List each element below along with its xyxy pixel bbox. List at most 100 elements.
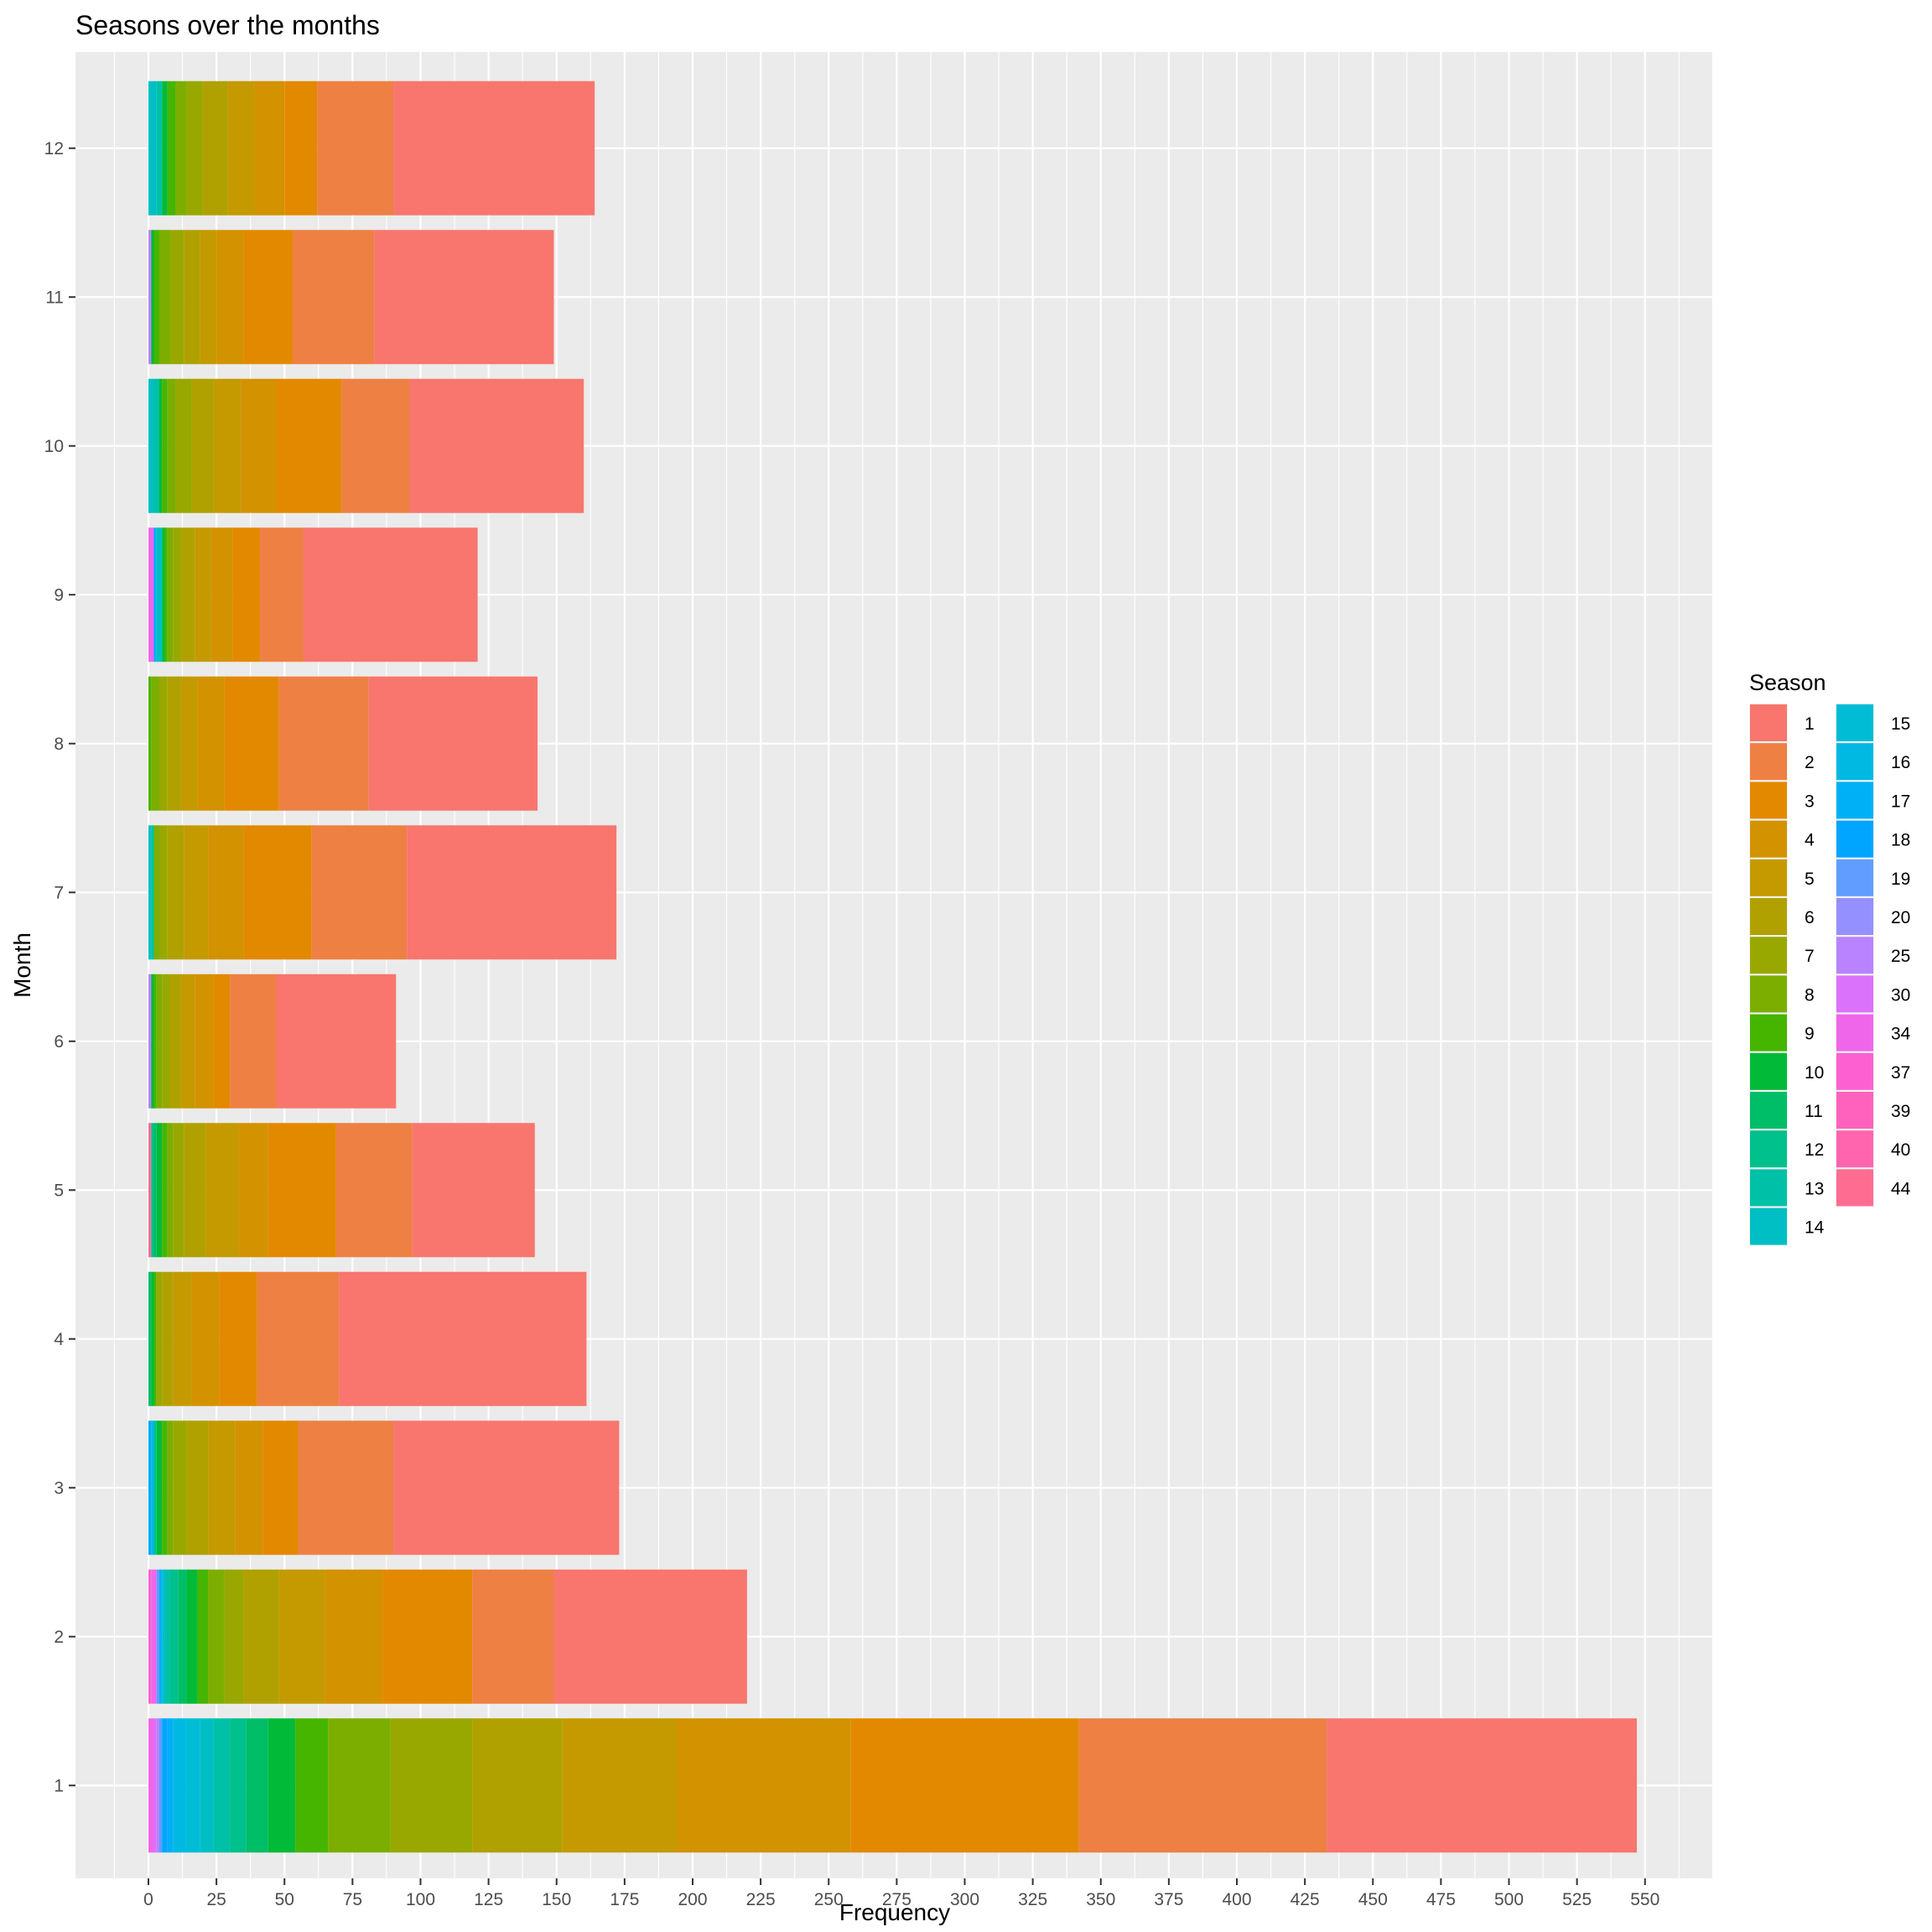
bar-segment-month-9-season-3 bbox=[232, 527, 261, 662]
bar-segment-month-12-season-7 bbox=[186, 80, 203, 216]
legend-key-swatch-12 bbox=[1750, 1130, 1787, 1168]
x-tick-label: 325 bbox=[1018, 1890, 1047, 1909]
bar-segment-month-12-season-8 bbox=[175, 80, 187, 216]
bar-segment-month-12-season-10 bbox=[162, 80, 168, 216]
bar-segment-month-7-season-1 bbox=[407, 825, 617, 960]
bar-segment-month-3-season-10 bbox=[156, 1420, 163, 1555]
bar-segment-month-1-season-2 bbox=[1078, 1718, 1327, 1853]
y-tick-label: 3 bbox=[54, 1478, 64, 1498]
bar-segment-month-10-season-5 bbox=[213, 378, 242, 513]
y-tick-label: 11 bbox=[45, 288, 64, 307]
y-tick-label: 2 bbox=[54, 1628, 64, 1647]
bar-segment-month-1-season-9 bbox=[295, 1718, 329, 1853]
x-tick-label: 275 bbox=[882, 1890, 911, 1909]
bar-segment-month-2-season-8 bbox=[208, 1569, 225, 1704]
bar-segment-month-1-season-7 bbox=[390, 1718, 473, 1853]
legend-key-swatch-10 bbox=[1750, 1052, 1787, 1090]
bar-segment-month-5-season-3 bbox=[267, 1123, 336, 1258]
bar-segment-month-7-season-2 bbox=[311, 825, 408, 960]
legend-key-swatch-3 bbox=[1750, 782, 1787, 819]
legend-key-swatch-20 bbox=[1836, 898, 1873, 935]
bar-segment-month-7-season-4 bbox=[208, 825, 244, 960]
x-tick-label: 225 bbox=[746, 1890, 776, 1909]
bar-segment-month-3-season-3 bbox=[262, 1420, 299, 1555]
legend-label-37: 37 bbox=[1891, 1063, 1910, 1083]
bar-segment-month-9-season-14 bbox=[156, 527, 163, 662]
bar-segment-month-2-season-34 bbox=[151, 1569, 157, 1704]
bar-segment-month-5-season-9 bbox=[162, 1123, 168, 1258]
bar-segment-month-11-season-9 bbox=[153, 230, 159, 365]
bar-segment-month-1-season-13 bbox=[213, 1718, 231, 1853]
x-axis-title: Frequency bbox=[839, 1899, 950, 1925]
bar-segment-month-10-season-4 bbox=[241, 378, 277, 513]
x-tick-label: 125 bbox=[474, 1890, 503, 1909]
y-tick-label: 9 bbox=[54, 585, 64, 605]
bar-segment-month-10-season-10 bbox=[158, 378, 163, 513]
bar-segment-month-8-season-4 bbox=[197, 676, 225, 811]
legend-key-swatch-44 bbox=[1836, 1169, 1873, 1207]
bar-segment-month-1-season-5 bbox=[562, 1718, 677, 1853]
bar-segment-month-5-season-8 bbox=[167, 1123, 174, 1258]
bar-segment-month-3-season-8 bbox=[167, 1420, 174, 1555]
legend-label-12: 12 bbox=[1805, 1140, 1824, 1160]
bar-segment-month-7-season-13 bbox=[151, 825, 154, 960]
bar-segment-month-3-season-1 bbox=[393, 1420, 620, 1555]
bar-segment-month-2-season-12 bbox=[169, 1569, 179, 1704]
legend-key-swatch-34 bbox=[1836, 1014, 1873, 1052]
bar-segment-month-12-season-4 bbox=[254, 80, 285, 216]
x-tick-label: 425 bbox=[1291, 1890, 1320, 1909]
x-axis: 0 25 50 75 100 125 150 175 200 225 250 275 300 325 350… bbox=[143, 1878, 1659, 1909]
bar-segment-month-6-season-2 bbox=[230, 974, 277, 1109]
legend-key-swatch-39 bbox=[1836, 1092, 1873, 1129]
legend-label-25: 25 bbox=[1891, 947, 1910, 966]
bar-segment-month-4-season-4 bbox=[191, 1271, 220, 1406]
bar-segment-month-3-season-12 bbox=[153, 1420, 157, 1555]
bar-segment-month-11-season-6 bbox=[184, 230, 200, 365]
legend-key-swatch-6 bbox=[1750, 898, 1787, 935]
legend-label-18: 18 bbox=[1891, 831, 1910, 850]
bar-segment-month-1-season-19 bbox=[158, 1718, 163, 1853]
bar-segment-month-2-season-11 bbox=[178, 1569, 187, 1704]
bar-segment-month-12-season-14 bbox=[148, 80, 157, 216]
legend-label-13: 13 bbox=[1805, 1179, 1824, 1198]
bar-segment-month-4-season-11 bbox=[148, 1271, 152, 1406]
bar-segment-month-7-season-7 bbox=[158, 825, 168, 960]
bar-segment-month-1-season-18 bbox=[162, 1718, 168, 1853]
legend-label-9: 9 bbox=[1805, 1025, 1815, 1044]
bar-segment-month-5-season-4 bbox=[238, 1123, 268, 1258]
x-tick-label: 300 bbox=[950, 1890, 979, 1909]
legend-label-6: 6 bbox=[1805, 908, 1815, 927]
bar-segment-month-1-season-14 bbox=[200, 1718, 214, 1853]
bar-segment-month-5-season-2 bbox=[335, 1123, 413, 1258]
bar-segment-month-9-season-34 bbox=[148, 527, 154, 662]
x-tick-label: 175 bbox=[610, 1890, 639, 1909]
bar-segment-month-1-season-4 bbox=[676, 1718, 851, 1853]
bar-segment-month-11-season-10 bbox=[151, 230, 154, 365]
bar-segment-month-7-season-5 bbox=[184, 825, 209, 960]
legend-key-swatch-17 bbox=[1836, 782, 1873, 819]
bar-segment-month-1-season-17 bbox=[167, 1718, 174, 1853]
y-tick-label: 10 bbox=[44, 437, 64, 456]
bar-segment-month-6-season-7 bbox=[162, 974, 170, 1109]
bar-segment-month-1-season-34 bbox=[148, 1718, 154, 1853]
x-tick-label: 450 bbox=[1358, 1890, 1388, 1909]
y-tick-label: 12 bbox=[44, 139, 64, 158]
x-tick-label: 400 bbox=[1222, 1890, 1251, 1909]
x-tick-label: 250 bbox=[814, 1890, 844, 1909]
bar-segment-month-2-season-13 bbox=[164, 1569, 170, 1704]
bar-segment-month-4-season-2 bbox=[257, 1271, 340, 1406]
bar-segment-month-9-season-10 bbox=[162, 527, 165, 662]
bar-segment-month-3-season-5 bbox=[208, 1420, 236, 1555]
x-tick-label: 0 bbox=[143, 1890, 153, 1909]
bar-segment-month-4-season-5 bbox=[173, 1271, 192, 1406]
bar-segment-month-4-season-10 bbox=[151, 1271, 154, 1406]
bar-segment-month-4-season-9 bbox=[153, 1271, 157, 1406]
x-tick-label: 350 bbox=[1086, 1890, 1115, 1909]
legend-label-1: 1 bbox=[1805, 714, 1815, 734]
bar-segment-month-11-season-8 bbox=[158, 230, 170, 365]
bar-segment-month-9-season-6 bbox=[180, 527, 195, 662]
bar-segment-month-10-season-2 bbox=[341, 378, 410, 513]
bar-segment-month-3-season-16 bbox=[151, 1420, 154, 1555]
